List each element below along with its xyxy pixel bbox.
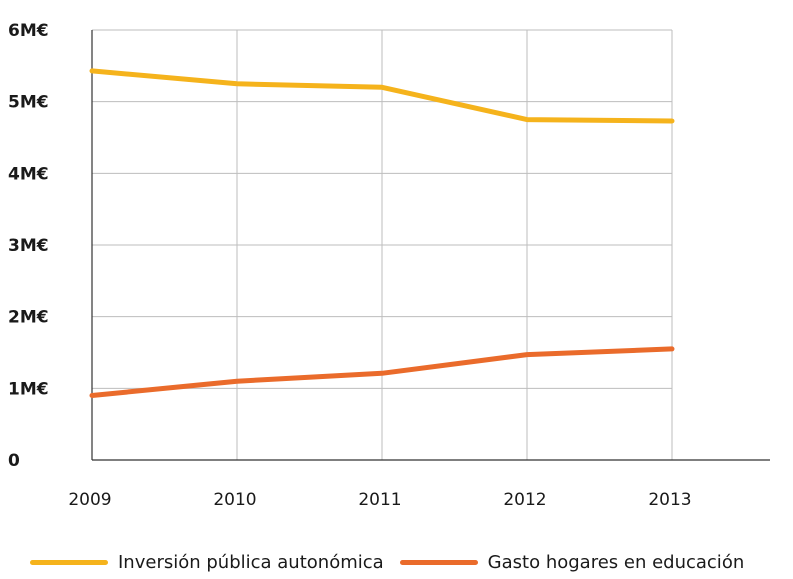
- y-tick-label: 5M€: [8, 93, 49, 113]
- legend-label-gasto: Gasto hogares en educación: [487, 552, 745, 573]
- series-line-0: [89, 68, 675, 124]
- y-tick-label: 6M€: [8, 21, 49, 41]
- legend-item-gasto: Gasto hogares en educación: [399, 552, 745, 573]
- series-line-1: [89, 346, 675, 398]
- legend-swatch-gasto: [399, 560, 478, 565]
- tick-labels: 0 1M€ 2M€ 3M€ 4M€ 5M€ 6M€ 2009 2010 2011 2012 2013: [8, 21, 692, 510]
- series-lines: [89, 68, 675, 398]
- y-tick-label: 4M€: [8, 164, 49, 184]
- x-tick-label: 2010: [213, 490, 256, 510]
- axes: [91, 30, 770, 461]
- legend-label-inversion: Inversión pública autonómica: [118, 552, 384, 573]
- legend-item-inversion: Inversión pública autonómica: [30, 552, 384, 573]
- y-tick-label: 0: [8, 451, 20, 471]
- x-tick-label: 2012: [503, 490, 546, 510]
- grid: [92, 29, 673, 460]
- y-tick-label: 1M€: [8, 379, 49, 399]
- x-tick-label: 2011: [358, 490, 401, 510]
- y-tick-label: 3M€: [8, 236, 49, 256]
- y-tick-label: 2M€: [8, 308, 49, 328]
- legend-swatch-inversion: [30, 560, 108, 565]
- x-tick-label: 2013: [648, 490, 691, 510]
- legend: Inversión pública autonómica Gasto hogar…: [30, 552, 760, 573]
- x-tick-label: 2009: [68, 490, 111, 510]
